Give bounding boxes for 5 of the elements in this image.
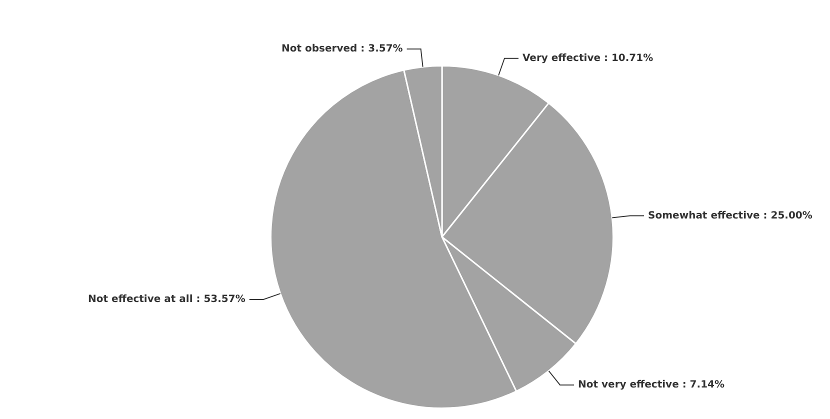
slice-label: Not very effective : 7.14%: [578, 380, 725, 391]
slice-label: Very effective : 10.71%: [522, 52, 654, 64]
slice-label: Not effective at all : 53.57%: [88, 294, 246, 306]
slice-label: Not observed : 3.57%: [282, 44, 403, 55]
slice-label: Somewhat effective : 25.00%: [648, 210, 812, 222]
